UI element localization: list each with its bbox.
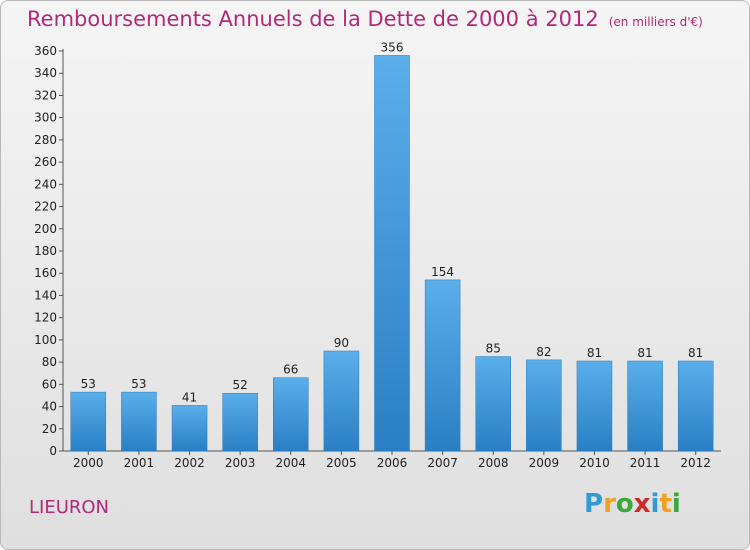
data-label: 81 [587,346,602,360]
data-label: 53 [131,377,146,391]
logo-letter: r [603,489,616,519]
data-label: 90 [334,336,349,350]
y-tick-label: 260 [34,155,57,169]
data-label: 81 [637,346,652,360]
y-tick-label: 360 [34,44,57,58]
data-label: 52 [233,378,248,392]
y-tick-label: 240 [34,177,57,191]
x-tick-label: 2007 [427,456,458,470]
y-tick-label: 200 [34,222,57,236]
y-tick-label: 20 [42,422,57,436]
y-tick-label: 100 [34,333,57,347]
y-tick-label: 80 [42,355,57,369]
y-tick-label: 160 [34,266,57,280]
logo-letter: i [671,489,681,519]
x-tick-label: 2003 [225,456,256,470]
y-tick-label: 220 [34,200,57,214]
title-text: Remboursements Annuels de la Dette de 20… [27,7,599,31]
bar [273,377,309,452]
data-label: 41 [182,390,197,404]
x-tick-label: 2006 [377,456,408,470]
unit-label: (en milliers d'€) [608,15,703,29]
bar [374,55,410,452]
y-tick-label: 340 [34,66,57,80]
bar [677,360,714,452]
y-tick-label: 40 [42,400,57,414]
x-tick-label: 2000 [73,456,104,470]
proxiti-logo: Proxiti [584,489,681,519]
x-tick-label: 2008 [478,456,509,470]
y-tick-label: 320 [34,88,57,102]
data-label: 85 [486,342,501,356]
chart-title: Remboursements Annuels de la Dette de 20… [27,7,703,31]
x-tick-label: 2009 [529,456,560,470]
x-tick-label: 2010 [579,456,610,470]
data-label: 154 [431,265,454,279]
commune-name: LIEURON [29,497,110,518]
y-tick-label: 120 [34,311,57,325]
logo-letter: P [584,489,604,519]
x-tick-label: 2012 [680,456,711,470]
bar [323,350,360,452]
bar [121,391,157,452]
bar [627,360,663,452]
x-tick-label: 2002 [174,456,205,470]
logo-letter: o [615,489,634,519]
bar [576,360,613,452]
bar [475,356,511,452]
x-tick-label: 2011 [630,456,661,470]
x-tick-label: 2005 [326,456,357,470]
data-label: 82 [536,345,551,359]
data-label: 53 [81,377,96,391]
y-tick-label: 0 [49,444,57,458]
bar [424,279,461,452]
data-label: 81 [688,346,703,360]
bar [70,391,107,452]
y-tick-label: 140 [34,288,57,302]
y-tick-label: 280 [34,133,57,147]
y-tick-label: 60 [42,377,57,391]
x-tick-label: 2001 [124,456,155,470]
logo-letter: t [659,489,672,519]
bar [526,359,562,452]
bar [171,405,208,452]
y-tick-label: 180 [34,244,57,258]
x-tick-label: 2004 [275,456,306,470]
logo-letter: x [633,489,651,519]
data-label: 66 [283,363,298,377]
y-tick-label: 300 [34,111,57,125]
bar [222,392,258,452]
data-label: 356 [381,40,404,54]
logo-letter: i [650,489,660,519]
